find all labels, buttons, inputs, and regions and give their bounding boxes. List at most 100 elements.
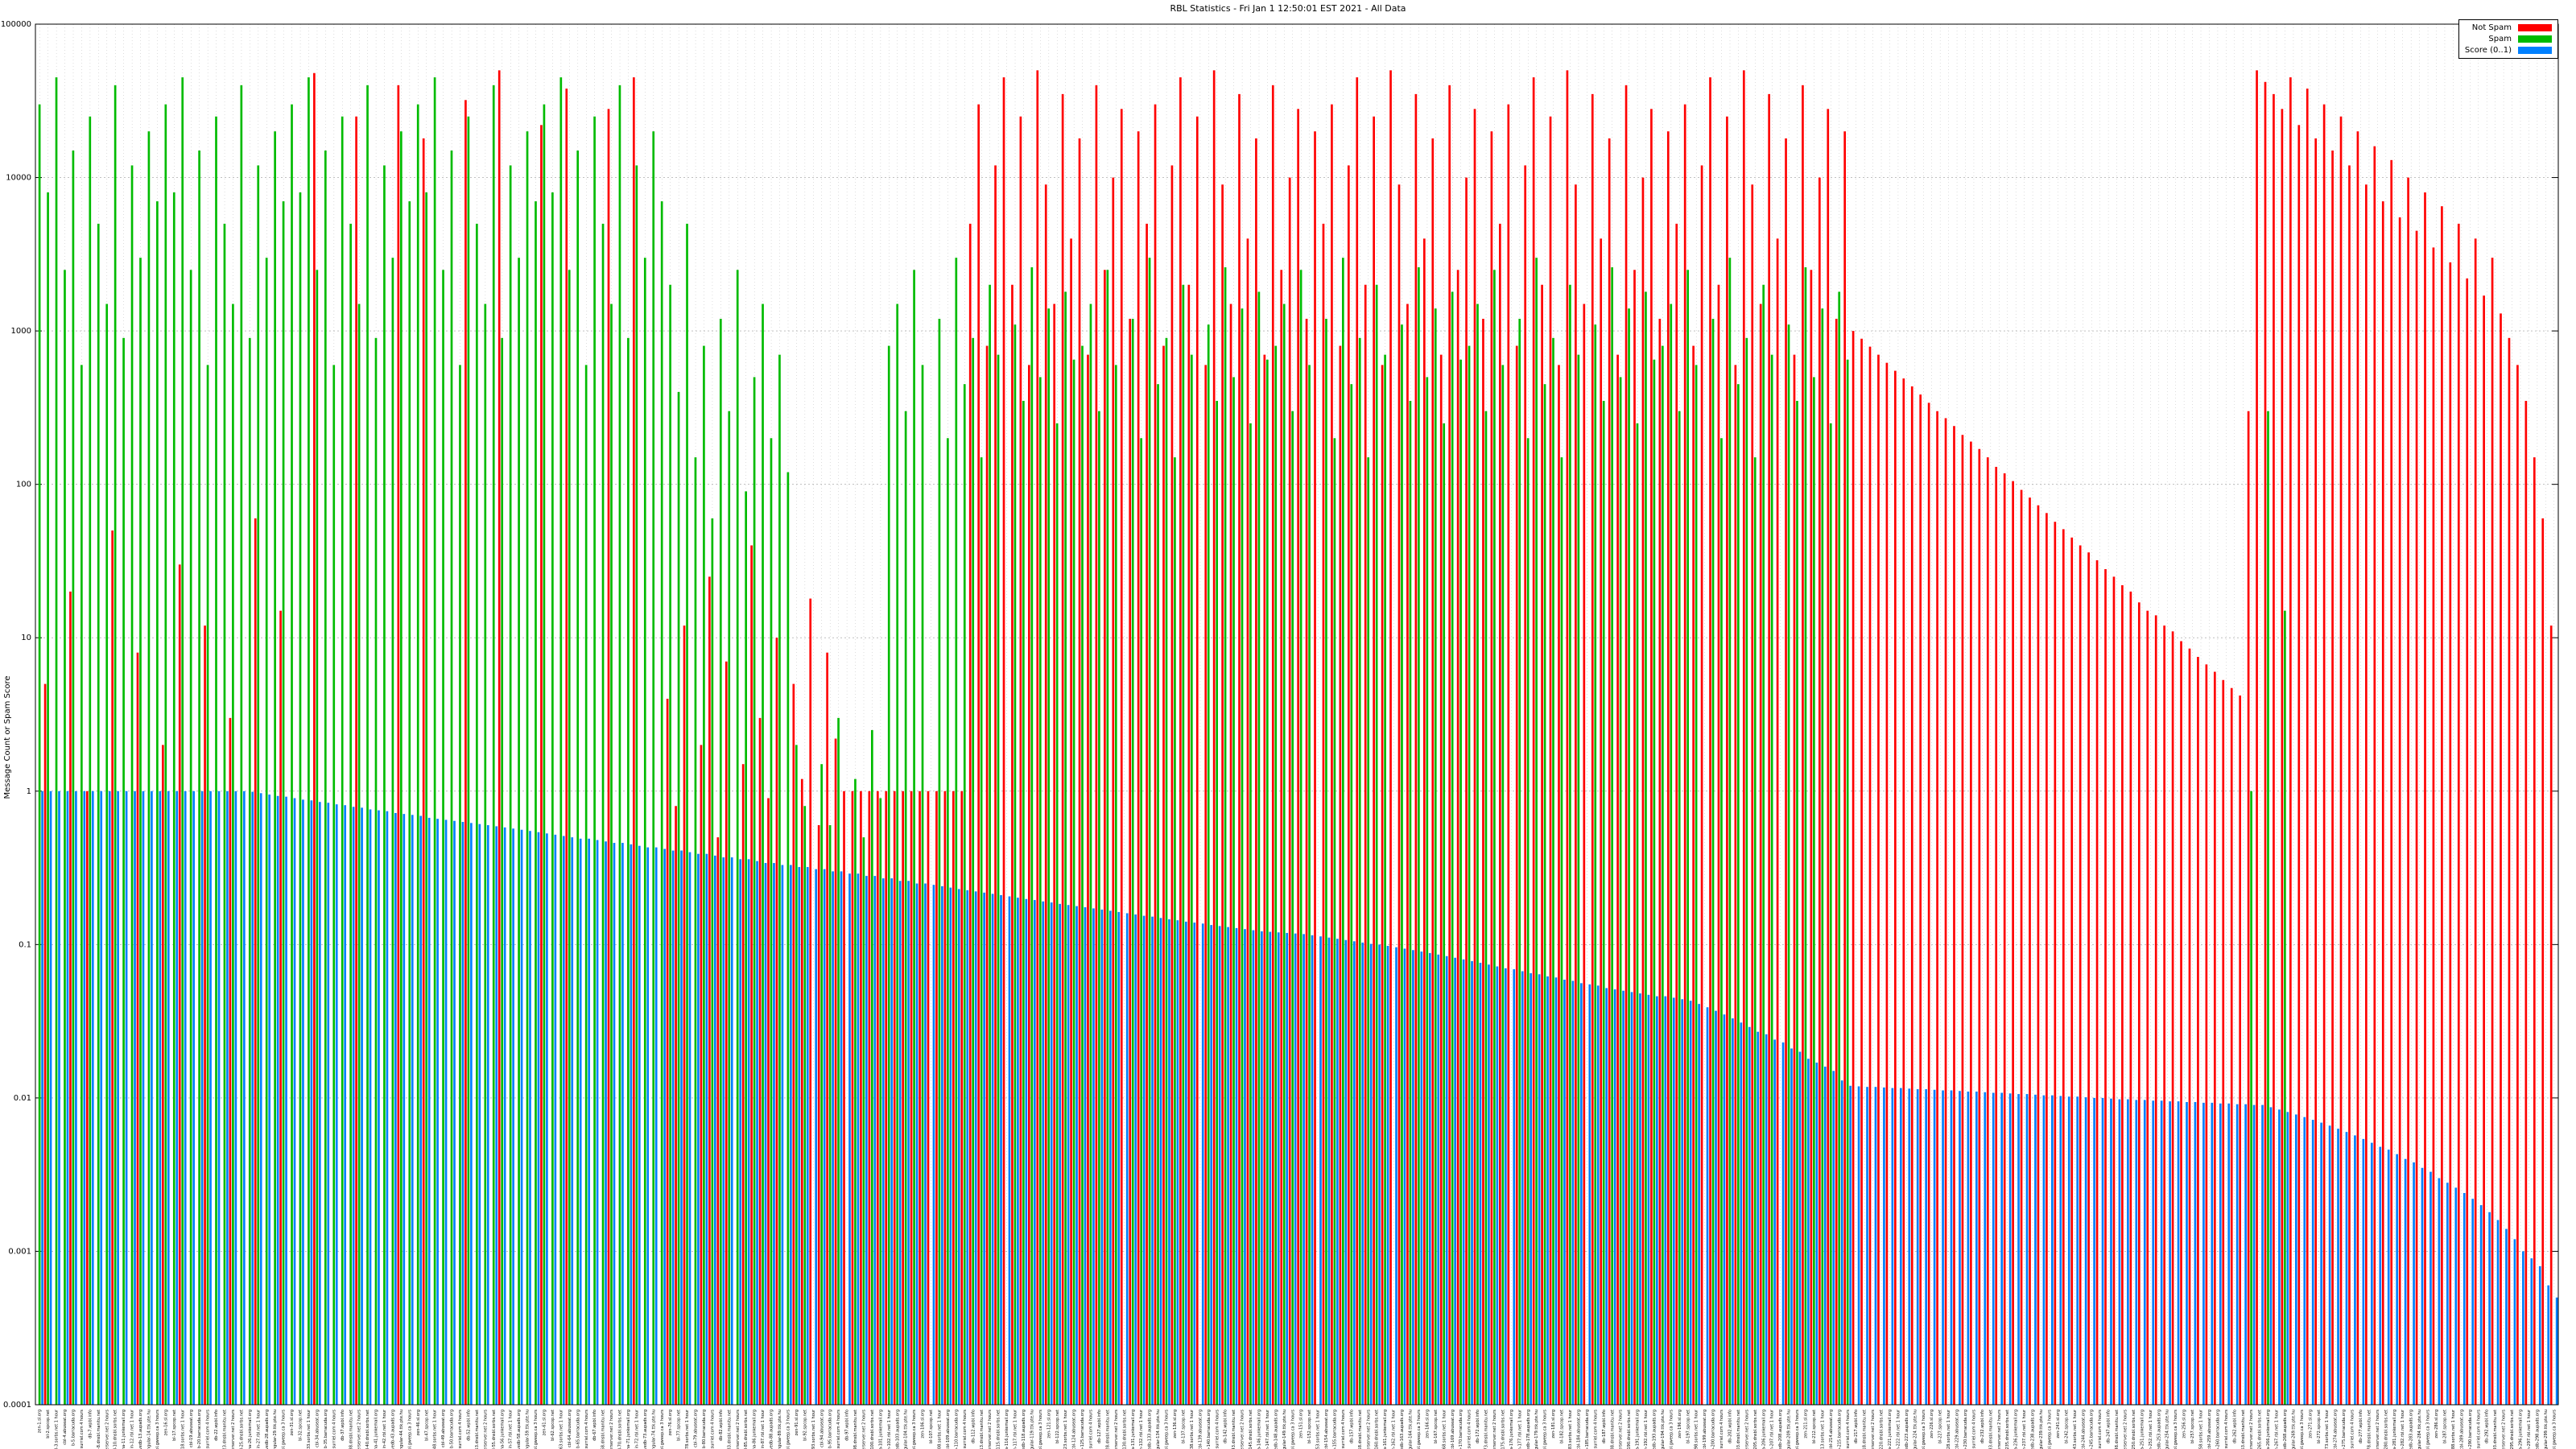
svg-text:hostkarma-176.junkemail.org: hostkarma-176.junkemail.org [1509,1410,1514,1449]
svg-text:b-155.barracuda.org: b-155.barracuda.org [1333,1410,1338,1449]
svg-text:dnsbl-18.sorbs.net 1 hour: dnsbl-18.sorbs.net 1 hour [180,1409,185,1449]
svg-text:bl-2.spcop.net: bl-2.spcop.net [46,1410,51,1439]
svg-text:dul-55.dnsbl.sorbs.net: dul-55.dnsbl.sorbs.net [492,1410,497,1449]
svg-text:rbl-99.interserver.net 2 hours: rbl-99.interserver.net 2 hours [861,1410,866,1449]
svg-text:bl-47.spcop.net: bl-47.spcop.net [424,1410,429,1441]
legend-swatch-score [2518,47,2552,54]
svg-text:orvedb-223.aupads.org: orvedb-223.aupads.org [1905,1410,1909,1449]
legend-label-spam: Spam [2488,35,2512,43]
svg-text:hostkarma-206.junkemail.org: hostkarma-206.junkemail.org [1761,1410,1766,1449]
x-axis-tick-labels: zen-1.sl.org bl-2.spcop.net dnsbl-3.sorbs.… [38,1409,2557,1449]
svg-text:rbl-264.interserver.net 2 hour: rbl-264.interserver.net 2 hours [2249,1410,2254,1449]
svg-text:zen-271.sl.org: zen-271.sl.org [2308,1410,2313,1439]
svg-text:zen-76.sl.org: zen-76.sl.org [668,1410,673,1435]
svg-text:orvedb-43.aupads.org: orvedb-43.aupads.org [390,1410,395,1449]
svg-text:hostkarma-161.junkemail.org: hostkarma-161.junkemail.org [1383,1410,1388,1449]
svg-text:bl-32.spcop.net: bl-32.spcop.net [299,1410,303,1441]
svg-text:b-20.barracuda.org: b-20.barracuda.org [197,1410,202,1448]
svg-text:singular-149.ttk.pte.hu: singular-149.ttk.pte.hu [1282,1410,1287,1449]
svg-text:singular-44.ttk.pte.hu: singular-44.ttk.pte.hu [399,1410,404,1449]
svg-text:orvedb-193.aupads.org: orvedb-193.aupads.org [1652,1410,1657,1449]
svg-text:b-230.barracuda.org: b-230.barracuda.org [1963,1410,1968,1449]
legend-item-score: Score (0..1) [2465,46,2552,55]
svg-text:zen-286.sl.org: zen-286.sl.org [2434,1410,2439,1439]
svg-text:relays-150.bl.gweep.ca 3 hours: relays-150.bl.gweep.ca 3 hours [1290,1410,1295,1449]
svg-text:db-262.wpbl.info: db-262.wpbl.info [2232,1410,2237,1443]
svg-text:bl-197.spcop.net: bl-197.spcop.net [1686,1410,1690,1443]
svg-text:b-35.barracuda.org: b-35.barracuda.org [324,1410,328,1448]
svg-text:rbl-219.interserver.net 2 hour: rbl-219.interserver.net 2 hours [1871,1410,1876,1449]
svg-text:bl-257.spcop.net: bl-257.spcop.net [2190,1410,2195,1443]
svg-text:zen-256.sl.org: zen-256.sl.org [2182,1410,2187,1439]
svg-text:relays-255.bl.gweep.ca 3 hours: relays-255.bl.gweep.ca 3 hours [2174,1410,2178,1449]
svg-text:cbl-4.abuseat.org: cbl-4.abuseat.org [63,1410,68,1445]
svg-text:orvedb-73.aupads.org: orvedb-73.aupads.org [643,1410,648,1449]
svg-text:db-292.wpbl.info: db-292.wpbl.info [2485,1410,2490,1443]
svg-text:hostkarma-131.junkemail.org: hostkarma-131.junkemail.org [1131,1410,1136,1449]
svg-text:origin-57.rbl.net 1 hour: origin-57.rbl.net 1 hour [509,1409,514,1449]
svg-text:hostkarma-56.junkemail.org: hostkarma-56.junkemail.org [500,1410,505,1449]
svg-text:db-232.wpbl.info: db-232.wpbl.info [1980,1410,1985,1443]
svg-text:origin-192.rbl.net 1 hour: origin-192.rbl.net 1 hour [1644,1409,1649,1449]
svg-text:dul-145.dnsbl.sorbs.net: dul-145.dnsbl.sorbs.net [1249,1410,1253,1449]
svg-text:bl-17.spcop.net: bl-17.spcop.net [172,1410,177,1441]
svg-text:ix-188.dnsbl.manitu.net: ix-188.dnsbl.manitu.net [1610,1410,1615,1449]
svg-text:dul-220.dnsbl.sorbs.net: dul-220.dnsbl.sorbs.net [1880,1410,1885,1449]
svg-text:singular-74.ttk.pte.hu: singular-74.ttk.pte.hu [651,1410,656,1449]
svg-text:ix-143.dnsbl.manitu.net: ix-143.dnsbl.manitu.net [1232,1410,1236,1449]
svg-text:origin-282.rbl.net 1 hour: origin-282.rbl.net 1 hour [2401,1409,2405,1449]
svg-text:origin-132.rbl.net 1 hour: origin-132.rbl.net 1 hour [1139,1409,1144,1449]
svg-text:origin-87.rbl.net 1 hour: origin-87.rbl.net 1 hour [761,1409,766,1449]
svg-text:orvedb-298.aupads.org: orvedb-298.aupads.org [2535,1410,2540,1449]
svg-text:dul-235.dnsbl.sorbs.net: dul-235.dnsbl.sorbs.net [2005,1410,2010,1449]
svg-text:singular-209.ttk.pte.hu: singular-209.ttk.pte.hu [1787,1410,1792,1449]
svg-text:b-65.barracuda.org: b-65.barracuda.org [576,1410,580,1448]
svg-text:dul-190.dnsbl.sorbs.net: dul-190.dnsbl.sorbs.net [1627,1410,1632,1449]
svg-text:dul-100.dnsbl.sorbs.net: dul-100.dnsbl.sorbs.net [870,1410,875,1449]
svg-text:ix-248.dnsbl.manitu.net: ix-248.dnsbl.manitu.net [2115,1410,2120,1449]
svg-text:psbl-216.surriel.com 4 hours: psbl-216.surriel.com 4 hours [1846,1410,1851,1449]
svg-text:zen-136.sl.org: zen-136.sl.org [1173,1410,1178,1439]
svg-text:db-127.wpbl.info: db-127.wpbl.info [1097,1410,1102,1443]
plot-border [35,23,2559,1406]
svg-text:dul-160.dnsbl.sorbs.net: dul-160.dnsbl.sorbs.net [1375,1410,1380,1449]
svg-text:dul-205.dnsbl.sorbs.net: dul-205.dnsbl.sorbs.net [1753,1410,1758,1449]
svg-text:rbl-279.interserver.net 2 hour: rbl-279.interserver.net 2 hours [2376,1410,2380,1449]
svg-text:origin-102.rbl.net 1 hour: origin-102.rbl.net 1 hour [887,1409,892,1449]
svg-text:db-277.wpbl.info: db-277.wpbl.info [2359,1410,2363,1443]
y-axis-tick-labels: 100000 10000 1000 100 10 1 0.1 0.01 0.001 0.0001 [1,20,31,1410]
svg-text:hostkarma-41.junkemail.org: hostkarma-41.junkemail.org [374,1410,379,1449]
svg-text:bl-107.spcop.net: bl-107.spcop.net [929,1410,934,1443]
svg-text:b-275.barracuda.org: b-275.barracuda.org [2342,1410,2347,1449]
svg-text:rbl-39.interserver.net 2 hours: rbl-39.interserver.net 2 hours [357,1410,362,1449]
svg-text:dnsbl-78.sorbs.net 1 hour: dnsbl-78.sorbs.net 1 hour [685,1409,690,1449]
svg-text:cbl-139.abuseat.org: cbl-139.abuseat.org [1198,1410,1203,1449]
svg-text:dul-130.dnsbl.sorbs.net: dul-130.dnsbl.sorbs.net [1122,1410,1127,1449]
y-axis-title: Message Count or Spam Score [3,675,12,799]
svg-text:dul-250.dnsbl.sorbs.net: dul-250.dnsbl.sorbs.net [2132,1410,2136,1449]
svg-text:psbl-276.surriel.com 4 hours: psbl-276.surriel.com 4 hours [2351,1410,2355,1449]
legend-label-score: Score (0..1) [2464,46,2512,55]
svg-text:0.01: 0.01 [14,1094,31,1103]
svg-text:db-112.wpbl.info: db-112.wpbl.info [971,1410,976,1443]
svg-text:origin-177.rbl.net 1 hour: origin-177.rbl.net 1 hour [1517,1409,1522,1449]
svg-text:ix-68.dnsbl.manitu.net: ix-68.dnsbl.manitu.net [601,1410,606,1449]
svg-text:bl-167.spcop.net: bl-167.spcop.net [1434,1410,1439,1443]
svg-text:singular-119.ttk.pte.hu: singular-119.ttk.pte.hu [1030,1410,1034,1449]
svg-text:psbl-126.surriel.com 4 hours: psbl-126.surriel.com 4 hours [1089,1410,1094,1449]
svg-text:ix-23.dnsbl.manitu.net: ix-23.dnsbl.manitu.net [223,1410,228,1449]
svg-text:ix-233.dnsbl.manitu.net: ix-233.dnsbl.manitu.net [1988,1410,1993,1449]
svg-text:cbl-169.abuseat.org: cbl-169.abuseat.org [1451,1410,1455,1449]
svg-text:relays-15.bl.gweep.ca 3 hours: relays-15.bl.gweep.ca 3 hours [155,1410,160,1449]
svg-text:psbl-36.surriel.com 4 hours: psbl-36.surriel.com 4 hours [332,1410,336,1449]
svg-text:rbl-54.interserver.net 2 hours: rbl-54.interserver.net 2 hours [483,1410,488,1449]
svg-text:b-95.barracuda.org: b-95.barracuda.org [828,1410,833,1448]
svg-text:cbl-154.abuseat.org: cbl-154.abuseat.org [1324,1410,1329,1449]
svg-text:dnsbl-108.sorbs.net 1 hour: dnsbl-108.sorbs.net 1 hour [938,1409,943,1449]
svg-text:rbl-114.interserver.net 2 hour: rbl-114.interserver.net 2 hours [988,1410,993,1449]
svg-text:cbl-214.abuseat.org: cbl-214.abuseat.org [1829,1410,1834,1449]
svg-text:rbl-234.interserver.net 2 hour: rbl-234.interserver.net 2 hours [1997,1410,2002,1449]
legend-label-not-spam: Not Spam [2471,23,2512,32]
svg-text:0.0001: 0.0001 [3,1401,31,1410]
